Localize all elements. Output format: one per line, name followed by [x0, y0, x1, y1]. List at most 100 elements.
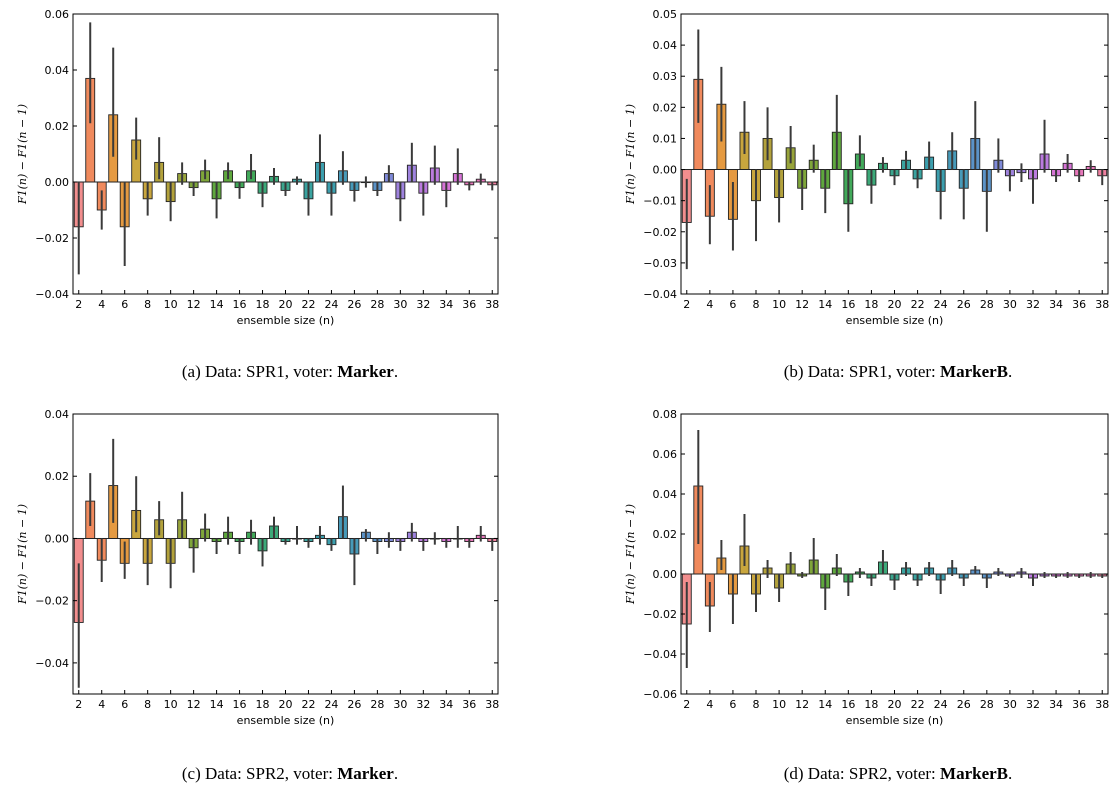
caption-d: (d) Data: SPR2, voter: MarkerB.	[688, 764, 1108, 784]
bar-chart-b: −0.04 −0.03 −0.02 −0.01 0.00 0.01 0.02 0.03 0.04…	[624, 8, 1109, 327]
y-tick-label-c-0: −0.04	[35, 657, 69, 670]
y-tick-label-b-9: 0.05	[653, 8, 678, 21]
x-tick-label-b-12: 12	[795, 298, 809, 311]
y-tick-label-d-7: 0.08	[653, 408, 678, 421]
bar-chart-c: −0.04−0.020.000.020.042 4 6 8 10 12 14 16 18 20 22…	[16, 408, 499, 727]
caption-b-suffix: .	[1008, 362, 1013, 381]
caption-d-voter: MarkerB	[940, 764, 1009, 783]
x-tick-label-b-32: 32	[1026, 298, 1040, 311]
x-tick-label-a-34: 34	[439, 298, 453, 311]
x-tick-label-b-30: 30	[1003, 298, 1017, 311]
x-tick-label-a-26: 26	[347, 298, 361, 311]
y-tick-label-b-1: −0.03	[643, 257, 677, 270]
x-tick-label-a-4: 4	[98, 298, 105, 311]
x-tick-label-a-30: 30	[393, 298, 407, 311]
x-tick-label-c-32: 32	[416, 698, 430, 711]
x-tick-label-c-10: 10	[164, 698, 178, 711]
caption-c-voter: Marker	[337, 764, 394, 783]
x-tick-label-d-36: 36	[1072, 698, 1086, 711]
x-tick-label-b-28: 28	[980, 298, 994, 311]
y-tick-label-d-4: 0.02	[653, 528, 678, 541]
x-tick-label-c-8: 8	[144, 698, 151, 711]
x-tick-label-d-20: 20	[888, 698, 902, 711]
x-tick-label-d-16: 16	[841, 698, 855, 711]
x-tick-label-b-26: 26	[957, 298, 971, 311]
y-tick-label-b-8: 0.04	[653, 39, 678, 52]
y-tick-label-d-6: 0.06	[653, 448, 678, 461]
y-tick-label-a-1: −0.02	[35, 232, 69, 245]
x-tick-label-a-6: 6	[121, 298, 128, 311]
caption-b: (b) Data: SPR1, voter: MarkerB.	[688, 362, 1108, 382]
x-tick-label-b-36: 36	[1072, 298, 1086, 311]
y-tick-label-b-5: 0.01	[653, 132, 678, 145]
caption-c: (c) Data: SPR2, voter: Marker.	[80, 764, 500, 784]
y-tick-label-d-3: 0.00	[653, 568, 678, 581]
x-tick-label-a-18: 18	[256, 298, 270, 311]
x-tick-label-a-24: 24	[324, 298, 338, 311]
x-tick-label-c-16: 16	[233, 698, 247, 711]
y-tick-label-c-1: −0.02	[35, 595, 69, 608]
x-tick-label-a-16: 16	[233, 298, 247, 311]
caption-c-suffix: .	[393, 764, 399, 783]
x-tick-label-b-8: 8	[753, 298, 760, 311]
y-axis-label-d: F1(n) − F1(n − 1)	[624, 504, 637, 605]
caption-a-voter: Marker	[337, 362, 394, 381]
x-tick-label-c-20: 20	[279, 698, 293, 711]
y-tick-label-a-3: 0.02	[45, 120, 70, 133]
x-tick-label-c-36: 36	[462, 698, 476, 711]
y-tick-label-b-6: 0.02	[653, 101, 678, 114]
x-tick-label-d-32: 32	[1026, 698, 1040, 711]
x-tick-label-d-10: 10	[772, 698, 786, 711]
chart-panel-d: −0.06 −0.04 −0.02 0.00 0.02 0.04 0.06 0.08 2 4 6 8 1…	[600, 400, 1112, 740]
x-tick-label-d-18: 18	[864, 698, 878, 711]
y-axis-label-b: F1(n) − F1(n − 1)	[624, 104, 637, 205]
y-tick-label-d-2: −0.02	[643, 608, 677, 621]
x-axis-label-a: ensemble size (n)	[237, 314, 335, 327]
y-tick-label-b-0: −0.04	[643, 288, 677, 301]
chart-panel-b: −0.04 −0.03 −0.02 −0.01 0.00 0.01 0.02 0.03 0.04…	[600, 0, 1112, 340]
x-tick-label-a-38: 38	[485, 298, 499, 311]
y-tick-label-a-4: 0.04	[45, 64, 70, 77]
x-tick-label-d-26: 26	[957, 698, 971, 711]
caption-b-voter: MarkerB	[940, 362, 1009, 381]
y-tick-label-b-3: −0.01	[643, 195, 677, 208]
y-tick-label-c-4: 0.04	[45, 408, 70, 421]
x-tick-label-d-8: 8	[753, 698, 760, 711]
x-tick-label-c-28: 28	[370, 698, 384, 711]
caption-a-suffix: .	[393, 362, 399, 381]
x-axis-label-c: ensemble size (n)	[237, 714, 335, 727]
y-tick-label-a-0: −0.04	[35, 288, 69, 301]
caption-a-prefix: (a) Data: SPR1, voter:	[181, 362, 338, 381]
x-axis-label-b: ensemble size (n)	[846, 314, 944, 327]
y-tick-label-d-0: −0.06	[643, 688, 677, 701]
y-tick-label-b-7: 0.03	[653, 70, 678, 83]
x-tick-label-d-4: 4	[706, 698, 713, 711]
y-tick-label-a-5: 0.06	[45, 8, 70, 21]
x-tick-label-c-4: 4	[98, 698, 105, 711]
x-axis-label-d: ensemble size (n)	[846, 714, 944, 727]
x-tick-label-b-22: 22	[911, 298, 925, 311]
x-tick-label-d-12: 12	[795, 698, 809, 711]
x-tick-label-b-6: 6	[729, 298, 736, 311]
x-tick-label-c-30: 30	[393, 698, 407, 711]
chart-panel-c: −0.04 −0.02 0.00 0.02 0.04 2 4 6 8 10 12 14 16 18 20 22…	[0, 400, 520, 740]
x-tick-label-a-10: 10	[164, 298, 178, 311]
x-tick-label-a-2: 2	[75, 298, 82, 311]
x-tick-label-d-28: 28	[980, 698, 994, 711]
x-tick-label-d-22: 22	[911, 698, 925, 711]
x-tick-label-c-12: 12	[187, 698, 201, 711]
y-tick-label-d-5: 0.04	[653, 488, 678, 501]
caption-d-suffix: .	[1008, 764, 1013, 783]
caption-c-prefix: (c) Data: SPR2, voter:	[181, 764, 338, 783]
x-tick-label-c-2: 2	[75, 698, 82, 711]
y-tick-label-c-3: 0.02	[45, 470, 70, 483]
caption-b-prefix: (b) Data: SPR1, voter:	[783, 362, 941, 381]
x-tick-label-d-38: 38	[1095, 698, 1109, 711]
y-tick-label-d-1: −0.04	[643, 648, 677, 661]
x-tick-label-a-22: 22	[301, 298, 315, 311]
x-tick-label-c-38: 38	[485, 698, 499, 711]
x-tick-label-a-36: 36	[462, 298, 476, 311]
y-axis-label-a: F1(n) − F1(n − 1)	[16, 104, 29, 205]
x-tick-label-a-20: 20	[279, 298, 293, 311]
x-tick-label-b-4: 4	[706, 298, 713, 311]
